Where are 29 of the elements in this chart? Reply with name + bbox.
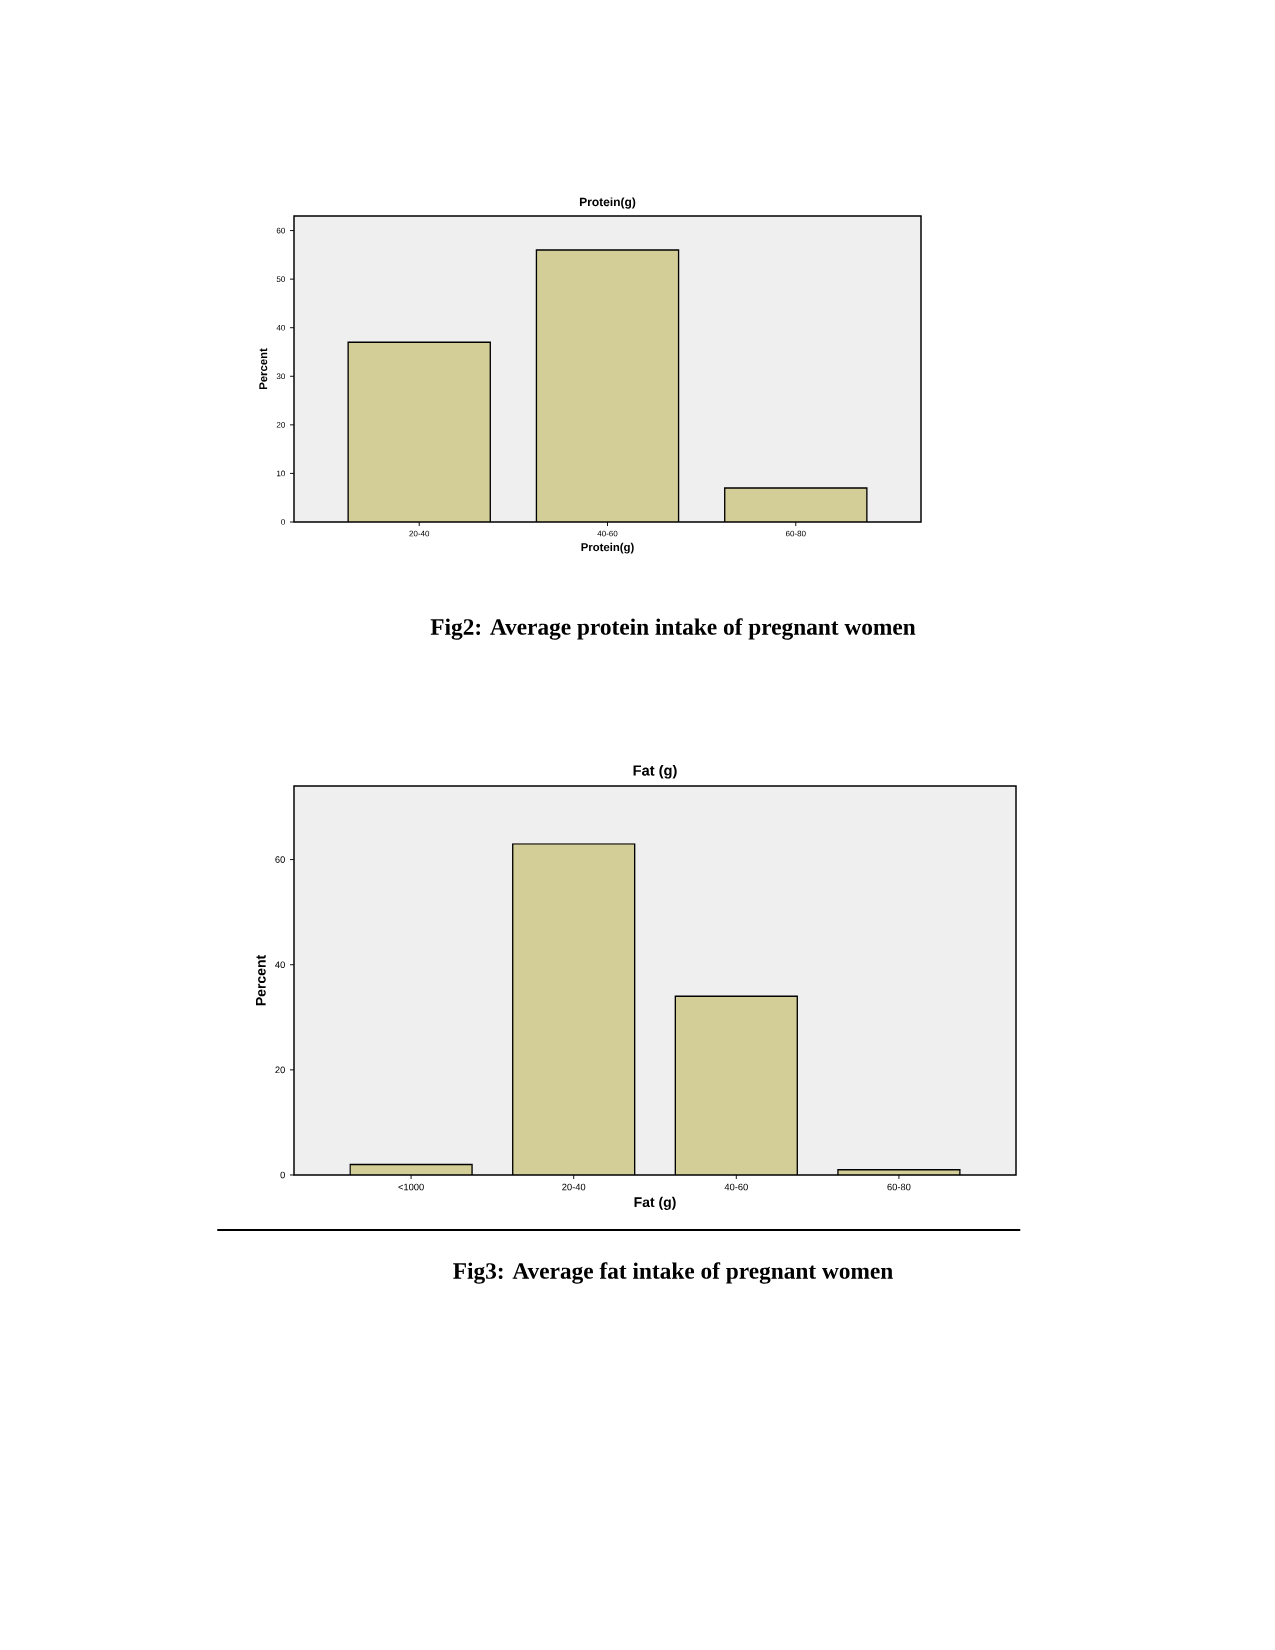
x-tick-label: 40-60 bbox=[724, 1183, 748, 1191]
y-tick-label: 10 bbox=[277, 470, 285, 477]
x-tick-label: 20-40 bbox=[409, 530, 430, 537]
y-tick-label: 60 bbox=[275, 856, 285, 863]
y-tick-label: 20 bbox=[276, 422, 285, 428]
y-tick-label: 20 bbox=[275, 1066, 285, 1074]
chart-title: Fat (g) bbox=[633, 764, 677, 779]
y-axis-title: Percent bbox=[256, 954, 266, 1006]
x-axis-title: Protein(g) bbox=[581, 542, 634, 554]
x-axis-title: Fat (g) bbox=[634, 1196, 676, 1210]
x-tick-label: 60-80 bbox=[785, 530, 806, 537]
y-tick-label: 0 bbox=[281, 519, 285, 525]
x-tick-label: 60-80 bbox=[887, 1183, 911, 1191]
y-tick-label: 0 bbox=[280, 1171, 285, 1179]
caption: Fig3: Average fat intake of pregnant women bbox=[453, 1262, 893, 1284]
bar bbox=[347, 341, 491, 522]
y-tick-label: 40 bbox=[275, 961, 285, 969]
x-tick-label: <1000 bbox=[398, 1183, 424, 1191]
caption: Fig2: Average protein intake of pregnant women bbox=[430, 618, 916, 640]
x-tick-label: 20-40 bbox=[562, 1183, 586, 1191]
y-tick-label: 30 bbox=[276, 373, 285, 380]
y-tick-label: 40 bbox=[276, 324, 285, 331]
y-tick-label: 50 bbox=[276, 276, 285, 282]
bar bbox=[724, 487, 868, 522]
y-tick-label: 60 bbox=[276, 227, 285, 234]
chart-title: Protein(g) bbox=[579, 197, 636, 209]
y-axis-title: Percent bbox=[259, 348, 268, 390]
x-tick-label: 40-60 bbox=[597, 530, 618, 537]
bar bbox=[536, 250, 679, 522]
